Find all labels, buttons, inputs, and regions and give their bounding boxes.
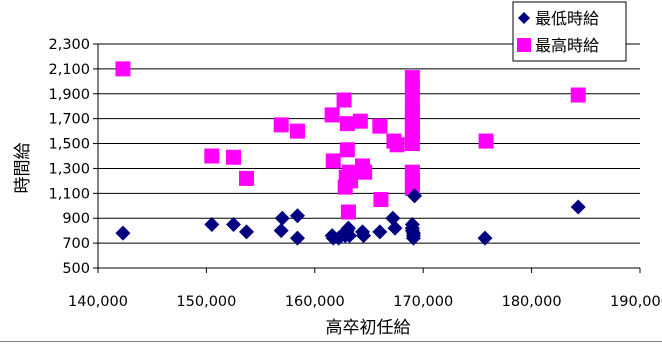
- point-max-wage: [324, 107, 340, 123]
- point-max-wage: [373, 192, 389, 208]
- legend-marker-diamond: [518, 12, 530, 24]
- point-max-wage: [115, 61, 131, 77]
- point-min-wage: [570, 199, 586, 215]
- y-tick-label: 900: [62, 211, 90, 227]
- point-min-wage: [226, 216, 241, 232]
- point-max-wage: [570, 87, 586, 103]
- legend-label: 最高時給: [535, 36, 599, 55]
- point-max-wage: [340, 204, 356, 220]
- point-min-wage: [477, 230, 493, 246]
- axes: [97, 44, 640, 269]
- point-min-wage: [341, 228, 357, 244]
- point-max-wage: [273, 117, 289, 133]
- x-tick-label: 170,000: [393, 294, 453, 310]
- point-min-wage: [356, 228, 372, 244]
- point-min-wage: [407, 188, 423, 204]
- point-max-wage: [289, 123, 305, 139]
- y-tick-label: 1,100: [48, 186, 90, 202]
- point-max-wage: [239, 170, 255, 186]
- y-tick-label: 700: [62, 236, 90, 252]
- y-axis-label: 時間給: [13, 143, 33, 194]
- point-min-wage: [405, 225, 421, 241]
- point-max-wage: [478, 133, 494, 149]
- point-min-wage: [289, 230, 305, 246]
- point-max-wage: [372, 118, 388, 134]
- point-max-wage: [325, 153, 341, 169]
- point-min-wage: [274, 210, 290, 226]
- point-min-wage: [385, 210, 401, 226]
- point-min-wage: [387, 220, 403, 236]
- y-tick-label: 1,300: [48, 161, 90, 177]
- point-min-wage: [289, 208, 305, 224]
- point-max-wage: [343, 173, 359, 189]
- point-min-wage: [372, 224, 388, 240]
- y-axis-ticks: 500 700 900 1,100 1,300 1,500 1,700 1,900 2,100 2…: [48, 37, 98, 277]
- x-tick-label: 140,000: [68, 294, 128, 310]
- legend-box: [512, 1, 627, 62]
- x-tick-label: 160,000: [285, 294, 345, 310]
- data-points: [115, 61, 586, 246]
- point-min-wage: [239, 224, 255, 240]
- point-min-wage: [404, 216, 420, 232]
- point-max-wage: [204, 148, 220, 164]
- x-axis-label: 高卒初任給: [326, 318, 411, 338]
- x-tick-label: 190,000: [610, 294, 662, 310]
- point-max-wage: [226, 149, 241, 165]
- x-tick-label: 150,000: [176, 294, 236, 310]
- point-max-wage: [389, 137, 405, 153]
- point-max-wage: [339, 116, 355, 132]
- bottom-divider: [0, 341, 662, 342]
- point-max-wage: [352, 113, 368, 129]
- point-max-wage: [404, 91, 420, 107]
- point-max-wage: [339, 142, 355, 158]
- legend-marker-square: [517, 38, 531, 52]
- point-min-wage: [115, 225, 131, 241]
- y-tick-label: 500: [62, 261, 90, 277]
- x-axis-ticks: 140,000 150,000 160,000 170,000 180,000 190,0…: [68, 268, 662, 310]
- y-tick-label: 2,100: [48, 62, 90, 78]
- point-min-wage: [273, 223, 289, 239]
- y-tick-label: 1,700: [48, 112, 90, 128]
- point-max-wage: [357, 164, 373, 180]
- point-max-wage: [404, 136, 420, 152]
- y-tick-label: 1,900: [48, 87, 90, 103]
- point-max-wage: [336, 92, 352, 108]
- point-min-wage: [204, 216, 220, 232]
- legend-label: 最低時給: [535, 9, 599, 28]
- y-tick-label: 2,300: [48, 37, 90, 53]
- x-tick-label: 180,000: [502, 294, 562, 310]
- y-tick-label: 1,500: [48, 137, 90, 153]
- grid-lines: [98, 43, 640, 244]
